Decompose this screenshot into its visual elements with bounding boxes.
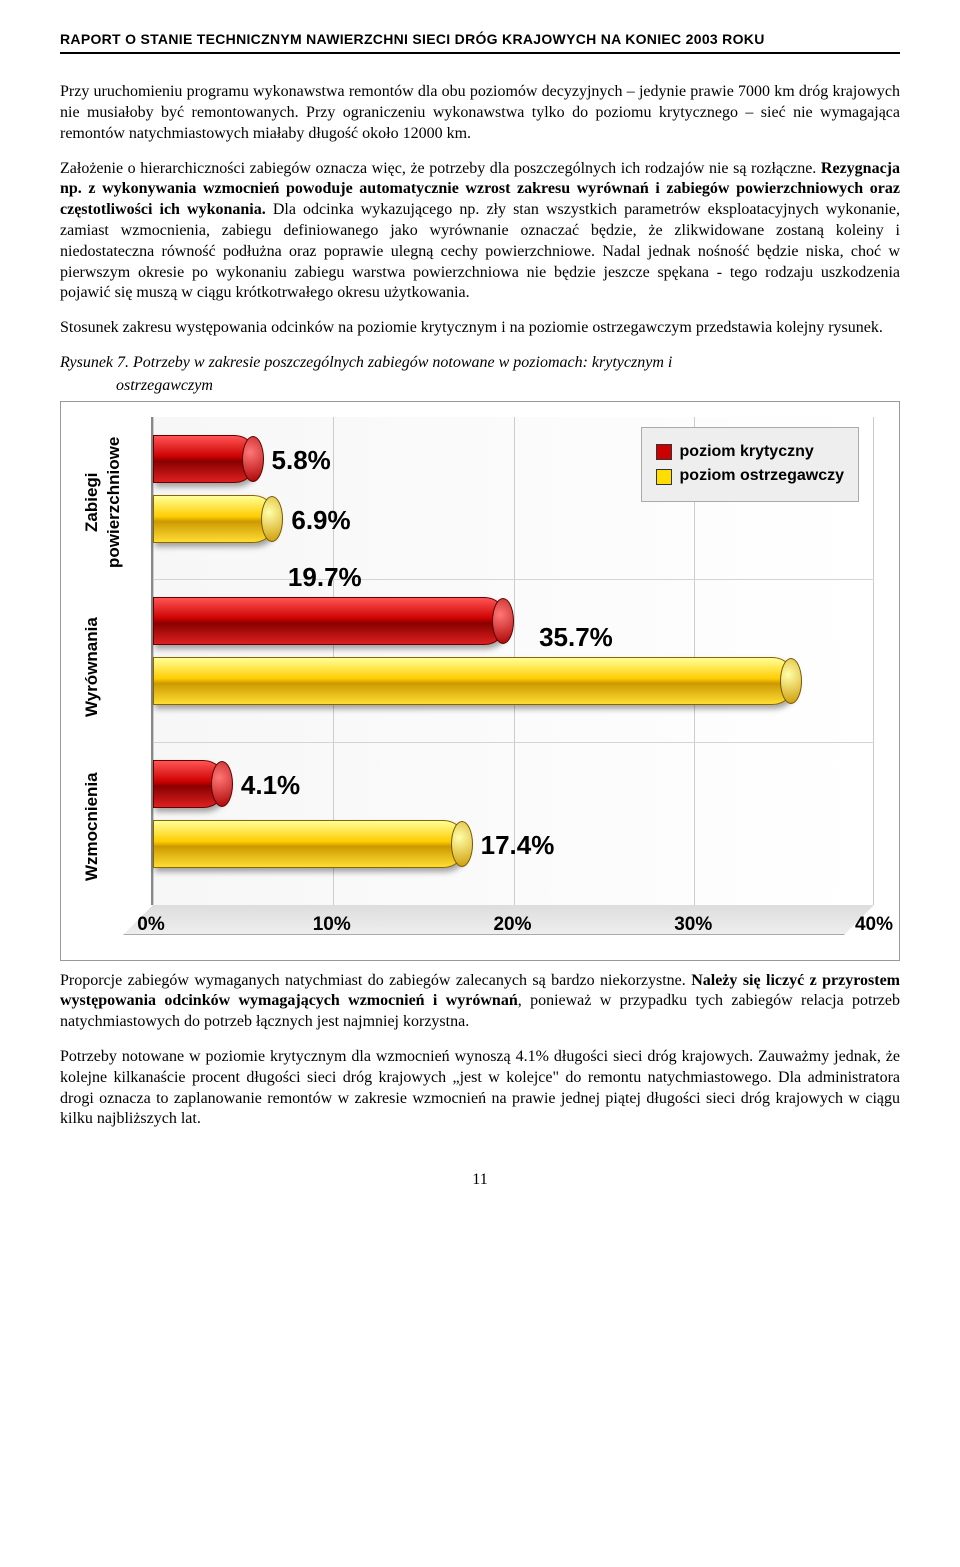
y-label-wyrownania: Wyrównania	[81, 602, 141, 732]
paragraph-1: Przy uruchomieniu programu wykonawstwa r…	[60, 82, 900, 144]
bar-label-wzmocnienia-red: 4.1%	[241, 769, 300, 803]
figure-caption-line2: ostrzegawczym	[116, 376, 900, 397]
page-header: RAPORT O STANIE TECHNICZNYM NAWIERZCHNI …	[60, 30, 900, 54]
bar-wzmocnienia-ostrzegawczy: 17.4%	[153, 820, 467, 868]
bar-label-wzmocnienia-yellow: 17.4%	[481, 829, 555, 863]
paragraph-4: Proporcje zabiegów wymaganych natychmias…	[60, 971, 900, 1033]
y-label-zabiegi: Zabiegi powierzchniowe	[81, 432, 141, 572]
paragraph-2: Założenie o hierarchiczności zabiegów oz…	[60, 159, 900, 305]
bar-label-wyrownania-red: 19.7%	[288, 561, 362, 595]
page-number: 11	[60, 1170, 900, 1191]
x-tick-40: 40%	[855, 913, 893, 938]
legend-swatch-yellow	[656, 469, 672, 485]
chart-legend: poziom krytyczny poziom ostrzegawczy	[641, 427, 859, 503]
bar-wyrownania-ostrzegawczy: 35.7%	[153, 657, 796, 705]
legend-label-krytyczny: poziom krytyczny	[680, 442, 814, 463]
figure-caption-line1: Rysunek 7. Potrzeby w zakresie poszczegó…	[60, 353, 900, 374]
legend-swatch-red	[656, 444, 672, 460]
x-tick-20: 20%	[493, 913, 531, 938]
bar-chart: 5.8% 6.9% 19.7% 35.7% 4.1%	[60, 401, 900, 961]
bar-wyrownania-krytyczny: 19.7%	[153, 597, 508, 645]
bar-zabiegi-ostrzegawczy: 6.9%	[153, 495, 277, 543]
bar-label-zabiegi-red: 5.8%	[272, 444, 331, 478]
paragraph-5: Potrzeby notowane w poziomie krytycznym …	[60, 1047, 900, 1130]
bar-group-wzmocnienia: 4.1% 17.4%	[153, 742, 874, 905]
para4-lead: Proporcje zabiegów wymaganych natychmias…	[60, 972, 691, 989]
bar-label-zabiegi-yellow: 6.9%	[291, 504, 350, 538]
x-tick-0: 0%	[137, 913, 164, 938]
bar-zabiegi-krytyczny: 5.8%	[153, 435, 258, 483]
legend-label-ostrzegawczy: poziom ostrzegawczy	[680, 466, 844, 487]
legend-row-ostrzegawczy: poziom ostrzegawczy	[656, 466, 844, 487]
bar-group-wyrownania: 19.7% 35.7%	[153, 579, 874, 742]
y-label-wzmocnienia: Wzmocnienia	[81, 762, 141, 892]
para2-lead: Założenie o hierarchiczności zabiegów oz…	[60, 160, 821, 177]
legend-row-krytyczny: poziom krytyczny	[656, 442, 844, 463]
bar-label-wyrownania-yellow: 35.7%	[539, 621, 613, 655]
x-tick-30: 30%	[674, 913, 712, 938]
bar-wzmocnienia-krytyczny: 4.1%	[153, 760, 227, 808]
paragraph-3: Stosunek zakresu występowania odcinków n…	[60, 318, 900, 339]
x-tick-10: 10%	[313, 913, 351, 938]
